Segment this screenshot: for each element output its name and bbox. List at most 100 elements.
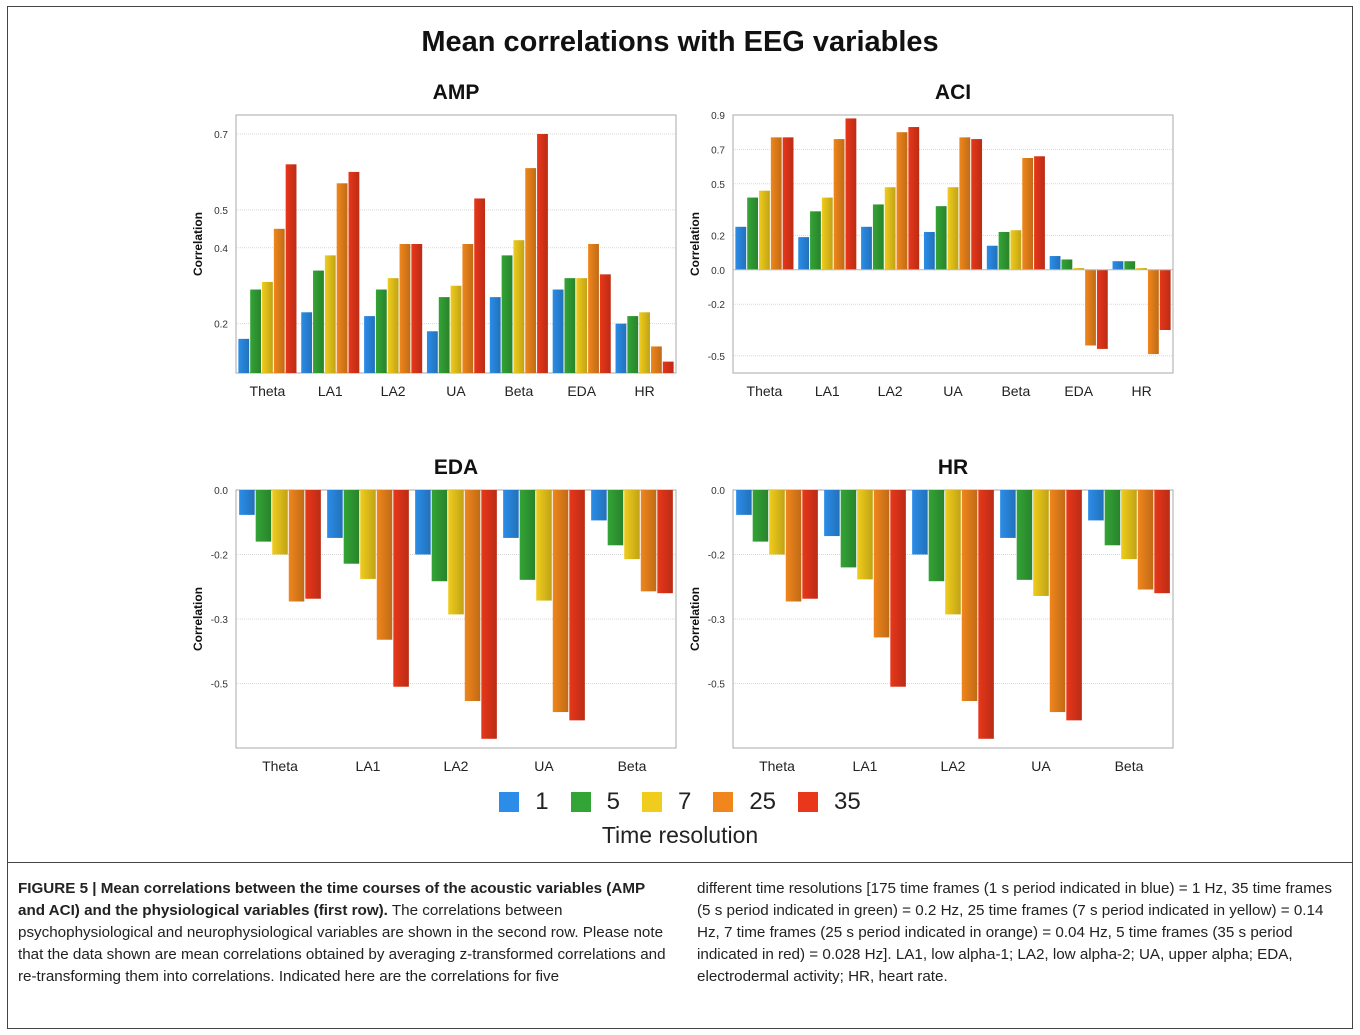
bar-hr-la2-7 xyxy=(945,490,961,615)
x-tick-label-amp: UA xyxy=(446,383,466,399)
bar-amp-theta-7 xyxy=(262,281,273,373)
y-tick-label-amp: 0.5 xyxy=(214,206,228,217)
bar-hr-la1-25 xyxy=(873,490,890,638)
bar-eda-ua-35 xyxy=(569,490,585,721)
bar-aci-la2-25 xyxy=(896,132,908,270)
bar-amp-hr-7 xyxy=(639,312,650,373)
bar-amp-la2-35 xyxy=(411,244,423,373)
x-tick-label-eda: LA1 xyxy=(356,758,381,774)
bar-eda-theta-1 xyxy=(239,490,255,515)
y-tick-label-amp: 0.7 xyxy=(214,130,228,141)
bar-amp-beta-7 xyxy=(513,240,525,373)
bar-amp-ua-25 xyxy=(462,244,474,373)
chart-title-aci: ACI xyxy=(935,81,971,104)
legend-label-5: 5 xyxy=(606,788,620,815)
bar-eda-beta-25 xyxy=(640,490,657,592)
bar-aci-la2-7 xyxy=(884,187,896,270)
bar-aci-theta-1 xyxy=(735,226,747,270)
bar-aci-eda-25 xyxy=(1085,269,1096,346)
bar-amp-theta-35 xyxy=(285,164,297,373)
bar-aci-la1-35 xyxy=(845,118,857,270)
bar-amp-beta-1 xyxy=(489,297,501,373)
bar-aci-eda-7 xyxy=(1073,268,1085,270)
x-tick-label-amp: HR xyxy=(634,383,654,399)
bar-hr-theta-7 xyxy=(769,490,785,555)
caption-divider xyxy=(7,862,1353,863)
legend-swatch-5 xyxy=(570,792,591,812)
bar-eda-theta-7 xyxy=(272,490,288,555)
x-tick-label-amp: EDA xyxy=(567,383,596,399)
x-tick-label-hr: Theta xyxy=(759,758,795,774)
legend-item-5: 5 xyxy=(570,788,620,816)
bar-amp-la1-1 xyxy=(301,312,313,373)
bar-amp-ua-7 xyxy=(450,285,462,373)
bar-amp-la1-35 xyxy=(348,171,360,373)
y-tick-label-aci: 0.7 xyxy=(711,145,725,156)
bar-amp-theta-1 xyxy=(238,338,250,373)
y-axis-label-amp: Correlation xyxy=(191,212,205,276)
legend-title: Time resolution xyxy=(601,822,759,848)
y-axis-label-hr: Correlation xyxy=(688,587,702,651)
x-tick-label-aci: EDA xyxy=(1064,383,1093,399)
y-tick-label-eda: -0.3 xyxy=(211,615,229,626)
bar-hr-beta-7 xyxy=(1121,490,1137,560)
bar-amp-la2-1 xyxy=(364,316,375,373)
bar-hr-la2-5 xyxy=(928,490,945,582)
legend-label-25: 25 xyxy=(749,788,777,815)
bar-amp-ua-5 xyxy=(438,297,450,373)
bar-amp-la2-5 xyxy=(375,289,387,373)
bar-hr-beta-1 xyxy=(1088,490,1104,521)
bar-aci-eda-5 xyxy=(1061,259,1073,270)
bar-eda-la2-1 xyxy=(415,490,431,555)
bar-aci-hr-7 xyxy=(1136,268,1147,270)
x-tick-label-eda: UA xyxy=(534,758,554,774)
bar-aci-eda-1 xyxy=(1049,256,1061,270)
legend-item-35: 35 xyxy=(798,788,861,816)
chart-title-eda: EDA xyxy=(434,456,478,479)
bar-eda-la1-7 xyxy=(360,490,376,579)
bar-amp-hr-5 xyxy=(627,316,639,373)
bar-aci-theta-35 xyxy=(782,137,794,270)
bar-aci-hr-35 xyxy=(1159,269,1171,330)
bar-eda-la2-7 xyxy=(448,490,464,615)
legend-swatch-1 xyxy=(499,792,520,812)
bar-hr-ua-5 xyxy=(1016,490,1033,580)
bar-amp-beta-35 xyxy=(537,133,548,373)
y-tick-label-aci: -0.2 xyxy=(708,300,726,311)
bar-aci-beta-25 xyxy=(1022,158,1034,270)
bar-amp-eda-35 xyxy=(599,274,611,373)
caption-left-text: The correlations between psychophysiolog… xyxy=(18,902,666,985)
bar-aci-la1-7 xyxy=(821,197,833,270)
x-tick-label-amp: LA2 xyxy=(381,383,406,399)
bar-hr-beta-25 xyxy=(1137,490,1154,590)
bar-aci-ua-35 xyxy=(971,139,983,270)
y-tick-label-aci: 0.2 xyxy=(711,231,725,242)
x-tick-label-aci: Beta xyxy=(1001,383,1030,399)
bar-amp-ua-35 xyxy=(474,198,486,373)
y-tick-label-hr: 0.0 xyxy=(711,486,725,497)
caption-left: FIGURE 5 | Mean correlations between the… xyxy=(18,878,666,988)
bar-hr-la1-1 xyxy=(824,490,840,537)
bar-aci-eda-35 xyxy=(1096,269,1108,349)
y-tick-label-aci: 0.5 xyxy=(711,180,725,191)
bar-aci-la2-35 xyxy=(908,127,920,270)
bar-eda-theta-25 xyxy=(288,490,305,602)
bar-amp-hr-25 xyxy=(650,346,662,373)
bar-aci-la2-1 xyxy=(861,226,872,270)
y-tick-label-aci: 0.9 xyxy=(711,111,725,122)
bar-hr-theta-1 xyxy=(736,490,752,515)
bar-hr-theta-35 xyxy=(802,490,818,599)
bar-aci-beta-7 xyxy=(1010,230,1022,270)
bar-aci-theta-25 xyxy=(770,137,782,270)
bar-eda-la1-1 xyxy=(327,490,343,538)
chart-title-amp: AMP xyxy=(433,81,480,104)
y-tick-label-eda: 0.0 xyxy=(214,486,228,497)
bar-amp-theta-5 xyxy=(250,289,262,373)
chart-amp: AMP Correlation 0.2 0.4 0.5 0.7 Theta LA1 LA2 UA B… xyxy=(191,81,677,399)
x-tick-label-hr: Beta xyxy=(1115,758,1144,774)
caption-heading: FIGURE 5 | Mean correlations between the… xyxy=(18,880,645,919)
bar-aci-ua-5 xyxy=(935,206,947,270)
bar-eda-ua-25 xyxy=(552,490,569,713)
legend-item-1: 1 xyxy=(499,788,549,816)
x-tick-label-amp: LA1 xyxy=(318,383,343,399)
